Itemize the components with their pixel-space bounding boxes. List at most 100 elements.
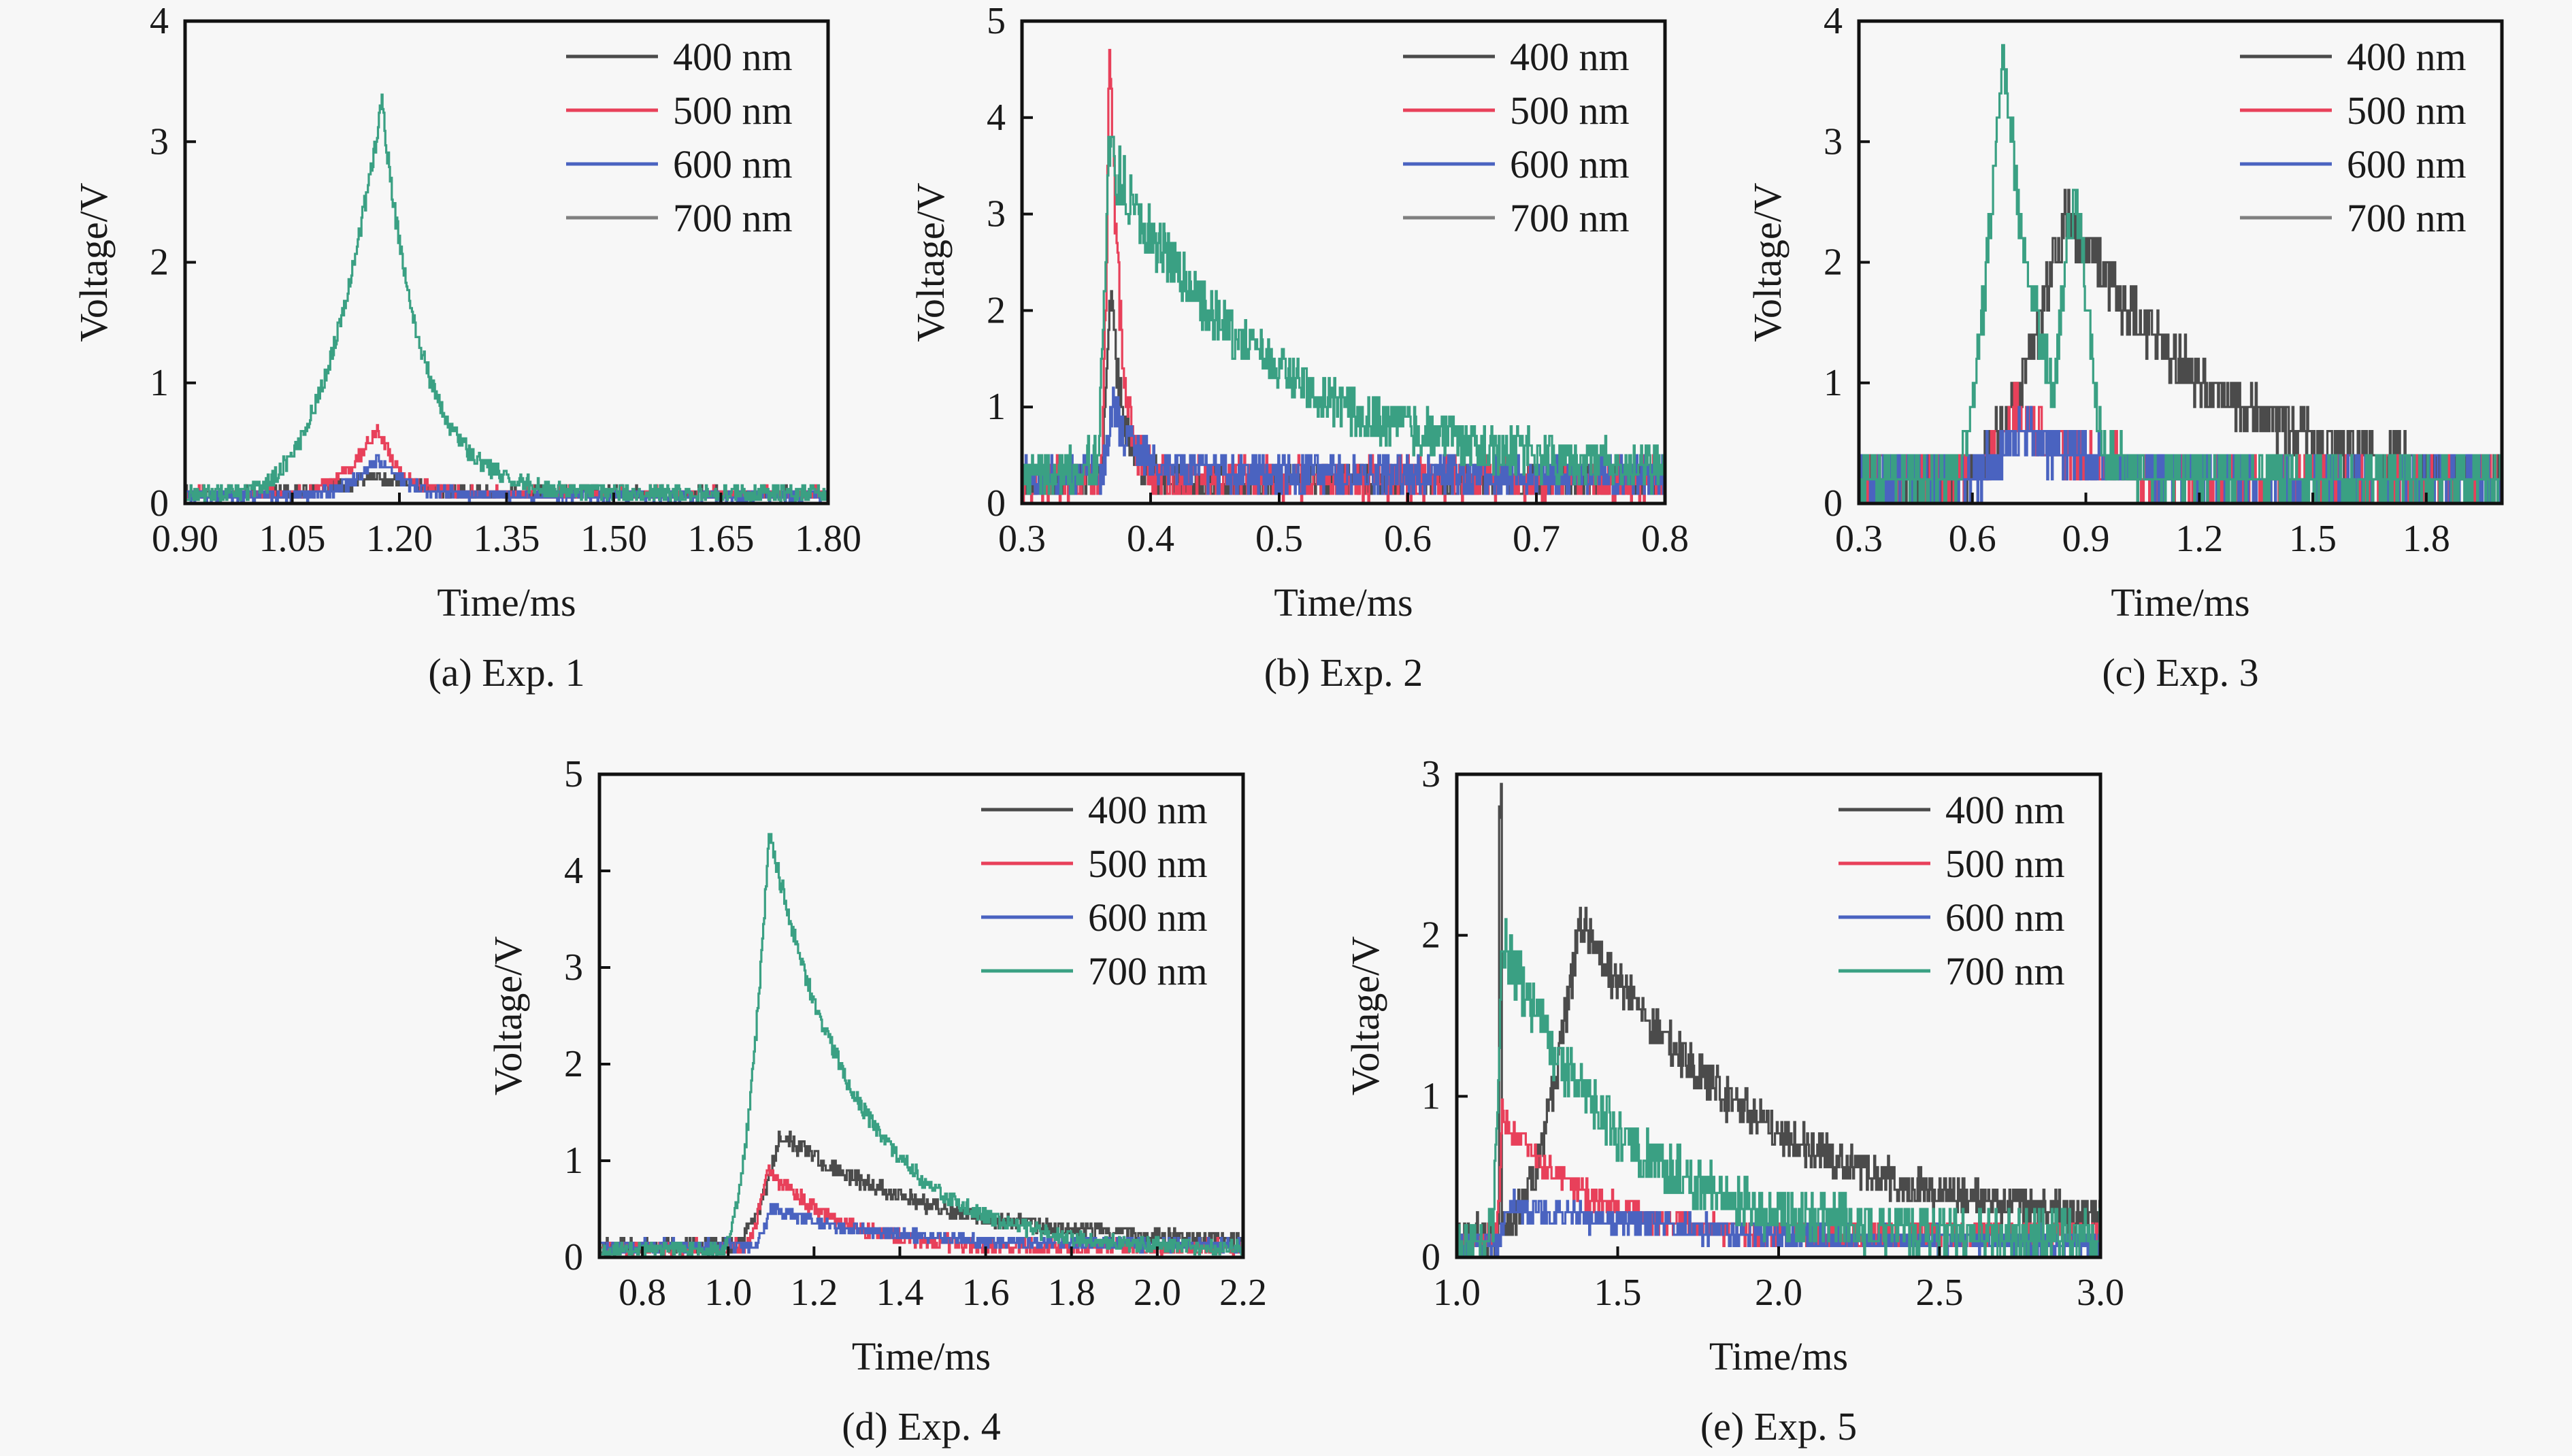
- plot-area: [1859, 44, 2502, 503]
- x-tick-label: 1.2: [790, 1272, 838, 1314]
- legend-label: 400 nm: [1945, 788, 2065, 832]
- y-axis-label: Voltage/V: [71, 182, 116, 342]
- legend-label: 500 nm: [673, 88, 793, 133]
- y-tick-label: 1: [1421, 1075, 1440, 1117]
- legend-label: 600 nm: [673, 142, 793, 186]
- legend-label: 700 nm: [673, 196, 793, 240]
- x-tick-label: 1.6: [962, 1272, 1010, 1314]
- y-axis-label: Voltage/V: [1343, 936, 1387, 1095]
- series-line-700-nm: [1022, 135, 1665, 495]
- y-tick-label: 3: [987, 193, 1006, 235]
- x-tick-label: 1.35: [474, 518, 540, 560]
- series-line-700-nm: [185, 93, 828, 503]
- x-tick-label: 1.50: [580, 518, 647, 560]
- y-tick-label: 0: [987, 482, 1006, 525]
- panel-exp-1: 0.90 1.05 1.20 1.35 1.50 1.65 1.80 0 1 2 3 4 Time/ms…: [71, 0, 861, 695]
- panel-caption: (c) Exp. 3: [2102, 650, 2258, 695]
- x-axis-label: Time/ms: [437, 580, 576, 625]
- y-tick-label: 2: [1421, 914, 1440, 957]
- x-tick-label: 0.8: [619, 1272, 666, 1314]
- panel-caption: (e) Exp. 5: [1700, 1404, 1857, 1449]
- plot-frame: [597, 772, 1245, 1259]
- y-tick-label: 4: [1824, 0, 1843, 42]
- y-tick-label: 4: [150, 0, 169, 42]
- series-line-500-nm: [1022, 48, 1665, 503]
- x-tick-label: 0.6: [1949, 518, 1996, 560]
- y-tick-label: 1: [1824, 362, 1843, 404]
- x-tick-label: 1.65: [688, 518, 755, 560]
- x-tick-label: 2.0: [1134, 1272, 1181, 1314]
- x-tick-label: 1.5: [2289, 518, 2337, 560]
- y-tick-label: 3: [1824, 120, 1843, 163]
- x-tick-label: 0.9: [2062, 518, 2110, 560]
- y-tick-label: 2: [564, 1043, 583, 1085]
- series-line-700-nm: [1457, 918, 2100, 1257]
- y-tick-label: 4: [987, 97, 1006, 139]
- plot-area: [1457, 782, 2100, 1257]
- x-tick-label: 1.8: [1048, 1272, 1095, 1314]
- y-tick-label: 5: [987, 0, 1006, 42]
- y-axis-label: Voltage/V: [486, 936, 530, 1095]
- x-tick-label: 0.5: [1255, 518, 1303, 560]
- legend: 400 nm 500 nm 600 nm 700 nm: [566, 35, 793, 240]
- series-line-700-nm: [1859, 44, 2502, 503]
- y-tick-label: 0: [1824, 482, 1843, 525]
- legend-label: 500 nm: [2347, 88, 2467, 133]
- y-tick-label: 1: [564, 1140, 583, 1182]
- legend-label: 500 nm: [1945, 842, 2065, 886]
- y-tick-label: 3: [1421, 753, 1440, 795]
- panel-exp-3: 0.3 0.6 0.9 1.2 1.5 1.8 0 1 2 3 4 Time/ms Voltage/V (…: [1745, 0, 2504, 695]
- x-tick-label: 0.6: [1384, 518, 1432, 560]
- legend: 400 nm 500 nm 600 nm 700 nm: [1839, 788, 2065, 993]
- x-tick-label: 2.0: [1755, 1272, 1802, 1314]
- x-tick-label: 1.0: [1433, 1272, 1481, 1314]
- x-tick-label: 0.90: [152, 518, 218, 560]
- panel-exp-4: 0.8 1.0 1.2 1.4 1.6 1.8 2.0 2.2 0 1 2 3 4 5 Time/ms Vol…: [486, 753, 1267, 1449]
- y-tick-label: 2: [987, 289, 1006, 331]
- legend-label: 600 nm: [1510, 142, 1630, 186]
- y-tick-label: 3: [564, 946, 583, 989]
- x-axis-label: Time/ms: [852, 1334, 991, 1378]
- plot-area: [599, 833, 1243, 1257]
- y-tick-label: 1: [150, 362, 169, 404]
- legend-label: 500 nm: [1088, 842, 1208, 886]
- legend-label: 700 nm: [2347, 196, 2467, 240]
- x-tick-label: 0.3: [998, 518, 1046, 560]
- y-tick-label: 0: [564, 1236, 583, 1278]
- y-tick-label: 3: [150, 120, 169, 163]
- x-axis-label: Time/ms: [1709, 1334, 1848, 1378]
- legend: 400 nm 500 nm 600 nm 700 nm: [2240, 35, 2467, 240]
- series-line-700-nm: [599, 833, 1243, 1257]
- legend-label: 500 nm: [1510, 88, 1630, 133]
- legend-label: 700 nm: [1945, 949, 2065, 993]
- legend-label: 400 nm: [1510, 35, 1630, 79]
- legend-label: 400 nm: [1088, 788, 1208, 832]
- x-tick-label: 1.05: [259, 518, 326, 560]
- x-tick-label: 1.8: [2403, 518, 2450, 560]
- x-tick-label: 0.4: [1127, 518, 1174, 560]
- x-tick-label: 1.5: [1594, 1272, 1642, 1314]
- x-axis-label: Time/ms: [2111, 580, 2249, 625]
- y-tick-label: 2: [150, 242, 169, 284]
- legend-label: 700 nm: [1510, 196, 1630, 240]
- y-tick-label: 4: [564, 850, 583, 892]
- x-tick-label: 2.5: [1916, 1272, 1964, 1314]
- x-tick-label: 1.80: [795, 518, 861, 560]
- x-tick-label: 0.3: [1835, 518, 1883, 560]
- y-axis-label: Voltage/V: [908, 182, 953, 342]
- panel-exp-2: 0.3 0.4 0.5 0.6 0.7 0.8 0 1 2 3 4 5 Time/ms Voltage/V…: [908, 0, 1689, 695]
- x-tick-label: 1.4: [876, 1272, 923, 1314]
- series-line-400-nm: [1457, 782, 2100, 1257]
- legend-label: 600 nm: [2347, 142, 2467, 186]
- y-tick-label: 0: [150, 482, 169, 525]
- legend: 400 nm 500 nm 600 nm 700 nm: [1403, 35, 1630, 240]
- legend-label: 700 nm: [1088, 949, 1208, 993]
- panel-caption: (d) Exp. 4: [842, 1404, 1001, 1449]
- series-line-600-nm: [185, 454, 828, 503]
- legend-label: 600 nm: [1945, 895, 2065, 940]
- y-tick-label: 1: [987, 386, 1006, 428]
- x-tick-label: 0.8: [1641, 518, 1689, 560]
- panel-caption: (b) Exp. 2: [1264, 650, 1423, 695]
- x-tick-label: 3.0: [2077, 1272, 2124, 1314]
